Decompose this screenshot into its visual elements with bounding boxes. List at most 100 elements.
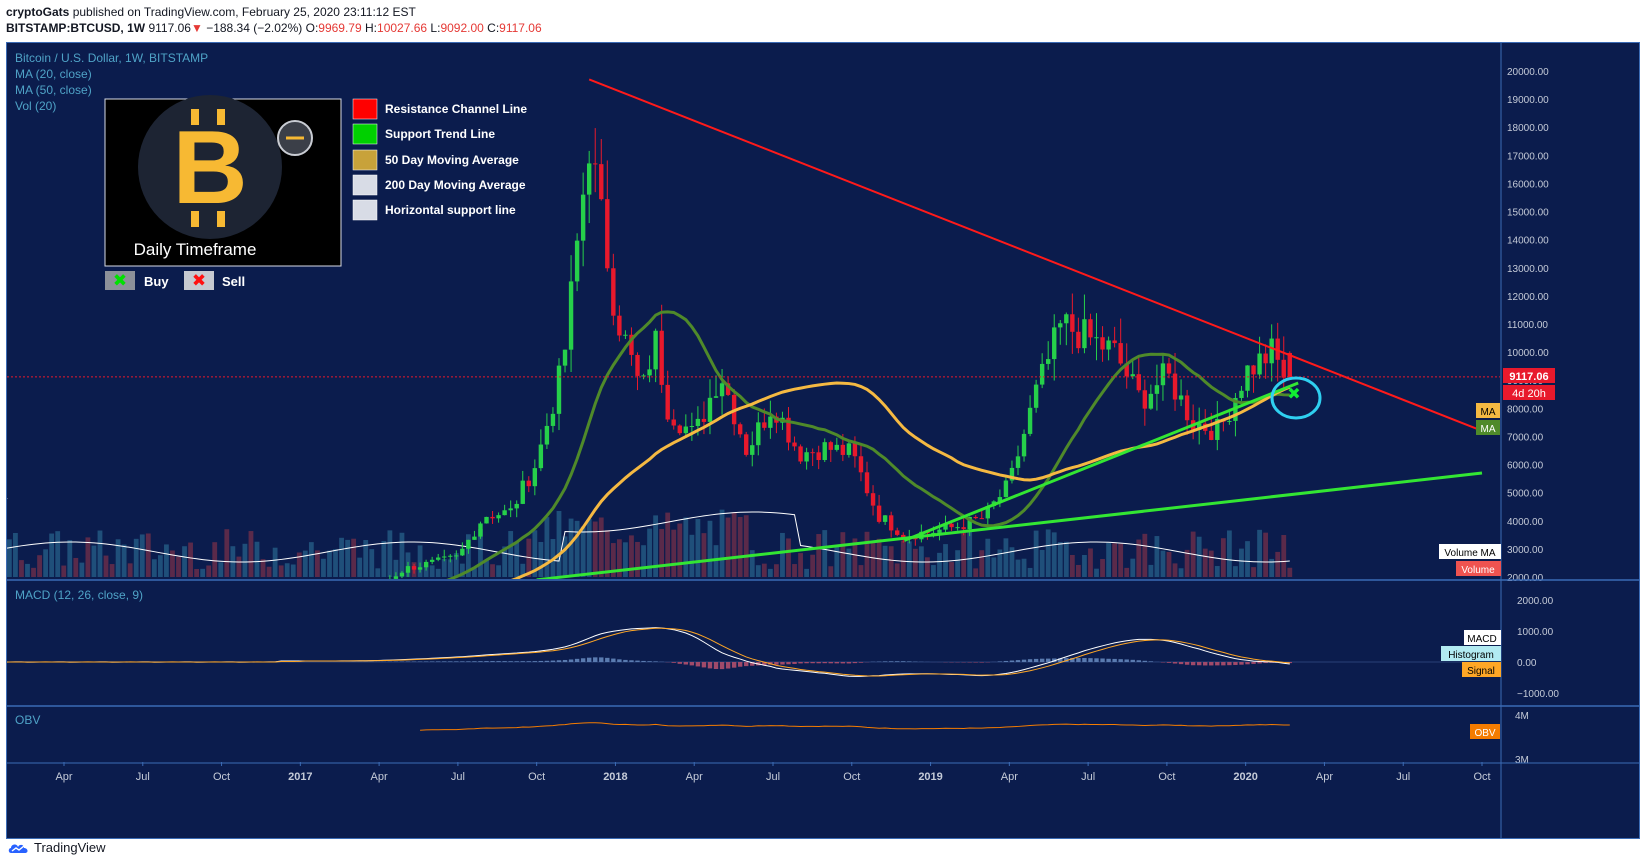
candle-body bbox=[1021, 433, 1027, 457]
volume-ma-line bbox=[7, 498, 1290, 563]
macd-histogram-bar bbox=[1033, 658, 1039, 662]
macd-histogram-bar bbox=[882, 661, 888, 662]
candle-body bbox=[629, 334, 634, 355]
price-change: −188.34 (−2.02%) bbox=[206, 21, 303, 35]
candle-body bbox=[502, 510, 507, 516]
volume-bar bbox=[369, 549, 375, 577]
volume-bar bbox=[308, 542, 314, 577]
macd-histogram-bar bbox=[1100, 658, 1105, 662]
volume-bar bbox=[822, 530, 828, 577]
candle-body bbox=[225, 611, 229, 612]
macd-histogram-bar bbox=[1172, 662, 1178, 664]
candle-body bbox=[496, 515, 501, 519]
volume-bar bbox=[496, 565, 501, 577]
macd-histogram-bar bbox=[1052, 658, 1057, 662]
volume-bar bbox=[1136, 539, 1142, 577]
candle-body bbox=[1052, 327, 1057, 360]
volume-bar bbox=[689, 534, 695, 577]
volume-bar bbox=[31, 567, 36, 577]
volume-bar bbox=[816, 534, 822, 577]
last-price-badge-text: 9117.06 bbox=[1509, 371, 1548, 383]
price-chart[interactable]: 2000.00 3000.00 4000.00 5000.00 6000.00 7000.… bbox=[7, 43, 1640, 839]
candle-body bbox=[333, 603, 337, 604]
volume-bar bbox=[188, 542, 193, 577]
volume-bar bbox=[997, 549, 1003, 577]
volume-bar bbox=[272, 547, 278, 577]
volume-bar bbox=[37, 555, 42, 577]
candle-body bbox=[321, 606, 325, 607]
volume-bar bbox=[979, 550, 985, 577]
chart-frame[interactable]: 2000.00 3000.00 4000.00 5000.00 6000.00 7000.… bbox=[6, 42, 1640, 839]
price-tick-label: 19000.00 bbox=[1507, 95, 1549, 106]
price-tick-label: 3000.00 bbox=[1507, 545, 1544, 556]
volume-bar bbox=[991, 557, 997, 577]
candle-body bbox=[804, 452, 809, 462]
volume-bar bbox=[1094, 568, 1099, 577]
candle-body bbox=[104, 617, 108, 618]
macd-histogram-bar bbox=[1227, 662, 1232, 666]
ma50-legend[interactable]: MA (50, close) bbox=[15, 83, 92, 97]
macd-histogram-bar bbox=[635, 660, 640, 662]
sell-label: Sell bbox=[222, 274, 245, 289]
candle-body bbox=[1251, 365, 1256, 375]
macd-legend[interactable]: MACD (12, 26, close, 9) bbox=[15, 588, 143, 602]
candle-body bbox=[973, 516, 978, 519]
macd-histogram-bar bbox=[888, 661, 894, 662]
candle-body bbox=[1033, 384, 1039, 408]
ma20-legend[interactable]: MA (20, close) bbox=[15, 67, 92, 81]
volume-legend[interactable]: Vol (20) bbox=[15, 99, 56, 113]
volume-bar bbox=[1069, 555, 1075, 577]
volume-ma-badge bbox=[1439, 544, 1501, 559]
obv-legend[interactable]: OBV bbox=[15, 713, 40, 727]
signal-line bbox=[7, 627, 1290, 677]
candle-body bbox=[955, 527, 960, 529]
tradingview-logo[interactable]: TradingView bbox=[8, 840, 106, 855]
candle-body bbox=[1064, 314, 1069, 324]
candle-body bbox=[586, 163, 592, 195]
macd-histogram-bar bbox=[653, 661, 658, 662]
candle-body bbox=[31, 619, 35, 620]
candle-body bbox=[339, 603, 343, 604]
candle-body bbox=[514, 503, 519, 509]
candle-body bbox=[68, 618, 72, 619]
candle-body bbox=[393, 576, 399, 579]
candle-body bbox=[152, 615, 156, 616]
volume-bar bbox=[381, 540, 387, 577]
volume-bar bbox=[616, 539, 622, 577]
volume-bar bbox=[774, 564, 779, 577]
candle-body bbox=[448, 555, 453, 557]
volume-bar bbox=[151, 559, 157, 577]
support-line bbox=[903, 381, 1299, 542]
volume-bar bbox=[1226, 530, 1232, 577]
volume-bar bbox=[206, 565, 212, 577]
time-tick-label: 2020 bbox=[1233, 771, 1257, 783]
volume-bar bbox=[949, 562, 954, 577]
macd-histogram-bar bbox=[689, 662, 695, 666]
price-tick-label: 6000.00 bbox=[1507, 461, 1544, 472]
volume-bar bbox=[592, 521, 598, 577]
candle-body bbox=[243, 609, 247, 612]
volume-bar bbox=[1063, 541, 1069, 577]
macd-histogram-bar bbox=[605, 657, 610, 662]
macd-histogram-bar bbox=[810, 662, 815, 664]
macd-panel bbox=[7, 627, 1500, 677]
candle-body bbox=[967, 516, 972, 530]
time-tick-label: Oct bbox=[843, 771, 860, 783]
volume-bar bbox=[1082, 554, 1087, 577]
volume-bar bbox=[1166, 551, 1172, 577]
legend-key-label: Support Trend Line bbox=[385, 127, 495, 141]
macd-histogram-bar bbox=[907, 661, 912, 662]
volume-bar bbox=[743, 515, 749, 577]
macd-histogram-bar bbox=[1245, 662, 1250, 665]
ma50-badge-text: MA bbox=[1481, 407, 1496, 418]
candle-body bbox=[725, 383, 731, 395]
candle-body bbox=[599, 164, 604, 200]
volume-bar bbox=[1051, 532, 1057, 577]
macd-histogram-bar bbox=[435, 661, 441, 662]
volume-bar bbox=[876, 538, 882, 577]
volume-bar bbox=[961, 531, 967, 577]
price-tick-label: 11000.00 bbox=[1507, 320, 1548, 331]
volume-bar bbox=[435, 568, 441, 577]
candle-body bbox=[1263, 353, 1268, 364]
candle-body bbox=[219, 611, 223, 613]
